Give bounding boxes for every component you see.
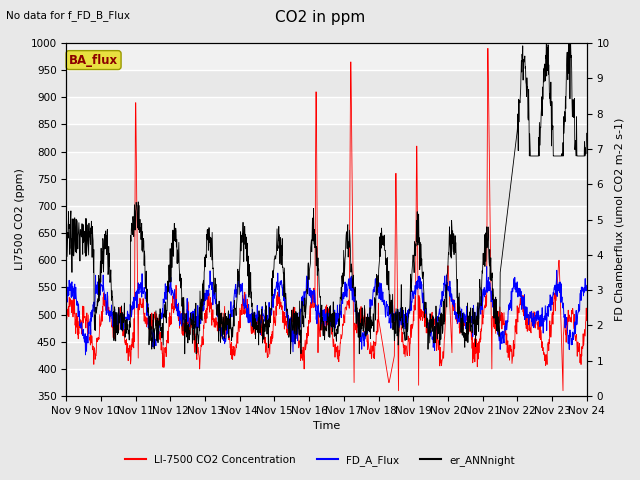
Y-axis label: LI7500 CO2 (ppm): LI7500 CO2 (ppm) xyxy=(15,168,25,271)
Text: CO2 in ppm: CO2 in ppm xyxy=(275,10,365,24)
Bar xyxy=(67,97,587,124)
Y-axis label: FD Chamberflux (umol CO2 m-2 s-1): FD Chamberflux (umol CO2 m-2 s-1) xyxy=(615,118,625,321)
Text: BA_flux: BA_flux xyxy=(69,54,118,67)
Bar xyxy=(67,369,587,396)
Bar xyxy=(67,260,587,288)
Bar xyxy=(67,43,587,70)
Bar xyxy=(67,152,587,179)
X-axis label: Time: Time xyxy=(313,421,340,432)
Text: No data for f_FD_B_Flux: No data for f_FD_B_Flux xyxy=(6,10,131,21)
Legend: LI-7500 CO2 Concentration, FD_A_Flux, er_ANNnight: LI-7500 CO2 Concentration, FD_A_Flux, er… xyxy=(121,451,519,470)
Bar xyxy=(67,314,587,342)
Bar xyxy=(67,206,587,233)
